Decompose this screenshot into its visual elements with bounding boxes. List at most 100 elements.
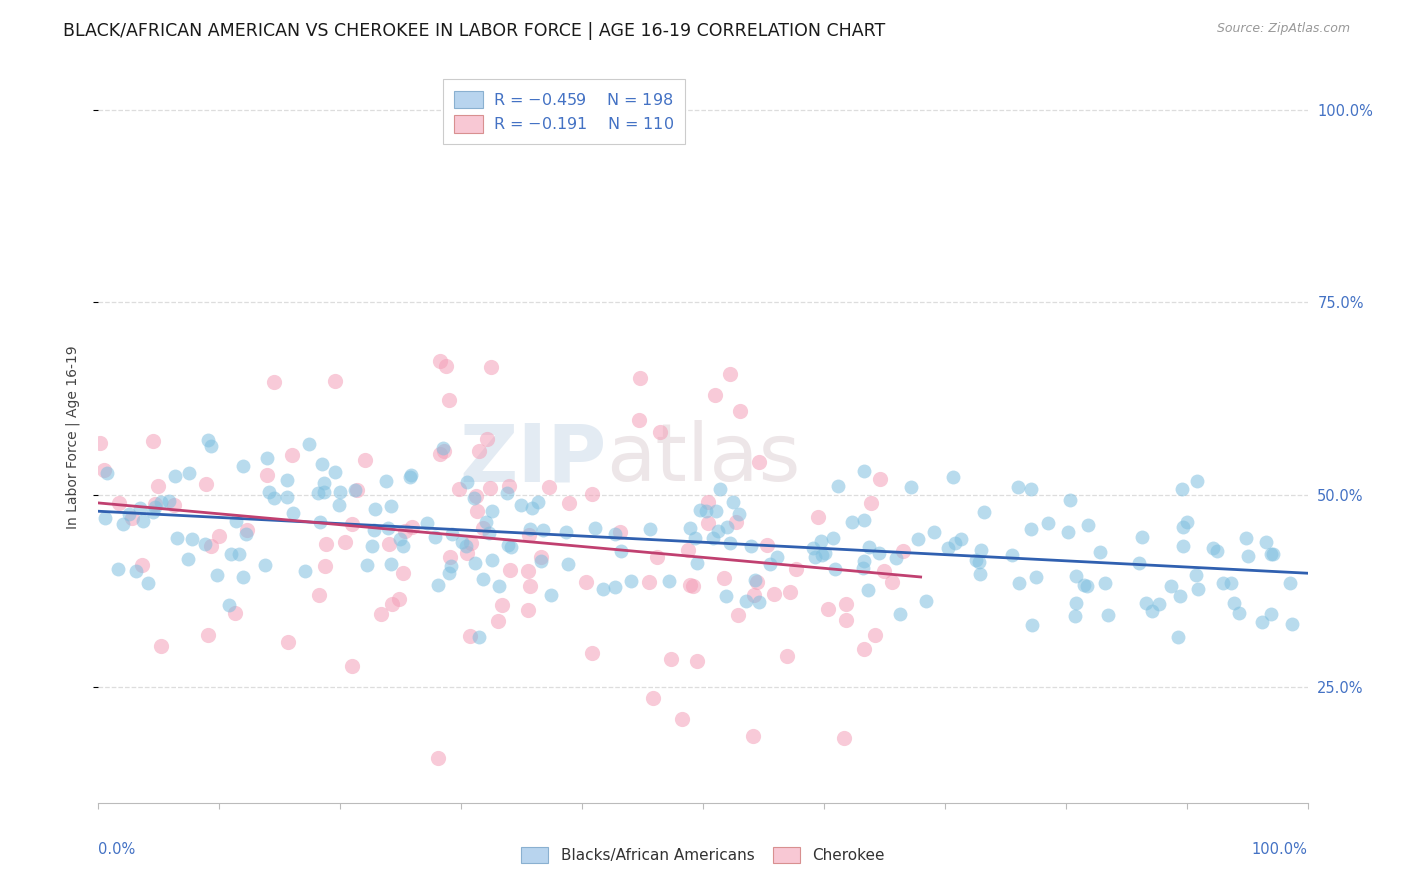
Point <box>762 587 785 601</box>
Point <box>835 597 858 611</box>
Point <box>938 541 960 556</box>
Point <box>225 514 247 528</box>
Point <box>370 607 392 621</box>
Point <box>451 535 474 549</box>
Point <box>479 360 502 375</box>
Point <box>1263 547 1285 561</box>
Point <box>821 531 844 545</box>
Point <box>1021 618 1043 632</box>
Point <box>425 530 447 544</box>
Point <box>312 485 335 500</box>
Point <box>294 564 316 578</box>
Point <box>755 538 778 552</box>
Point <box>540 588 562 602</box>
Text: Source: ZipAtlas.com: Source: ZipAtlas.com <box>1216 22 1350 36</box>
Point <box>256 467 278 482</box>
Point <box>150 639 173 653</box>
Point <box>1227 607 1250 621</box>
Point <box>969 543 991 558</box>
Point <box>439 550 461 565</box>
Point <box>1260 547 1282 561</box>
Point <box>427 578 450 592</box>
Point <box>388 532 411 546</box>
Point <box>354 452 377 467</box>
Point <box>89 436 111 450</box>
Point <box>221 547 243 561</box>
Point <box>676 542 699 557</box>
Point <box>868 546 890 560</box>
Point <box>810 534 832 549</box>
Point <box>277 635 299 649</box>
Point <box>1251 615 1274 629</box>
Point <box>706 524 728 539</box>
Point <box>1059 493 1081 508</box>
Point <box>865 628 887 642</box>
Point <box>439 559 461 574</box>
Point <box>456 475 478 489</box>
Legend: Blacks/African Americans, Cherokee: Blacks/African Americans, Cherokee <box>513 839 893 871</box>
Point <box>307 486 329 500</box>
Point <box>886 551 908 566</box>
Point <box>456 539 478 553</box>
Point <box>942 470 965 484</box>
Point <box>907 533 929 547</box>
Point <box>235 527 257 541</box>
Point <box>824 562 846 576</box>
Point <box>943 536 966 550</box>
Point <box>638 522 661 536</box>
Point <box>463 491 485 505</box>
Point <box>218 598 240 612</box>
Point <box>177 466 200 480</box>
Point <box>257 485 280 500</box>
Point <box>1220 576 1243 591</box>
Point <box>835 613 858 627</box>
Point <box>464 489 486 503</box>
Point <box>728 403 751 417</box>
Point <box>922 525 945 540</box>
Point <box>605 527 627 541</box>
Point <box>491 598 513 612</box>
Point <box>704 387 727 401</box>
Point <box>394 524 416 538</box>
Point <box>157 494 180 508</box>
Point <box>516 602 538 616</box>
Point <box>1025 570 1047 584</box>
Point <box>121 511 143 525</box>
Point <box>93 463 115 477</box>
Point <box>465 504 488 518</box>
Point <box>427 751 450 765</box>
Point <box>166 531 188 545</box>
Point <box>721 495 744 509</box>
Point <box>467 630 489 644</box>
Point <box>720 536 742 550</box>
Point <box>194 536 217 550</box>
Point <box>456 546 478 560</box>
Point <box>131 558 153 572</box>
Point <box>132 514 155 528</box>
Point <box>643 690 665 705</box>
Point <box>581 646 603 660</box>
Point <box>432 441 454 455</box>
Point <box>1260 607 1282 621</box>
Point <box>1063 609 1085 624</box>
Point <box>276 490 298 504</box>
Point <box>801 541 824 555</box>
Point <box>967 556 990 570</box>
Point <box>627 413 650 427</box>
Point <box>852 560 875 574</box>
Point <box>356 558 378 572</box>
Point <box>742 588 765 602</box>
Point <box>671 712 693 726</box>
Point <box>620 574 643 588</box>
Point <box>163 498 186 512</box>
Point <box>555 524 578 539</box>
Point <box>853 554 876 568</box>
Text: atlas: atlas <box>606 420 800 498</box>
Point <box>697 516 720 530</box>
Point <box>311 457 333 471</box>
Point <box>380 499 402 513</box>
Point <box>325 466 347 480</box>
Point <box>197 628 219 642</box>
Point <box>869 471 891 485</box>
Point <box>1090 545 1112 559</box>
